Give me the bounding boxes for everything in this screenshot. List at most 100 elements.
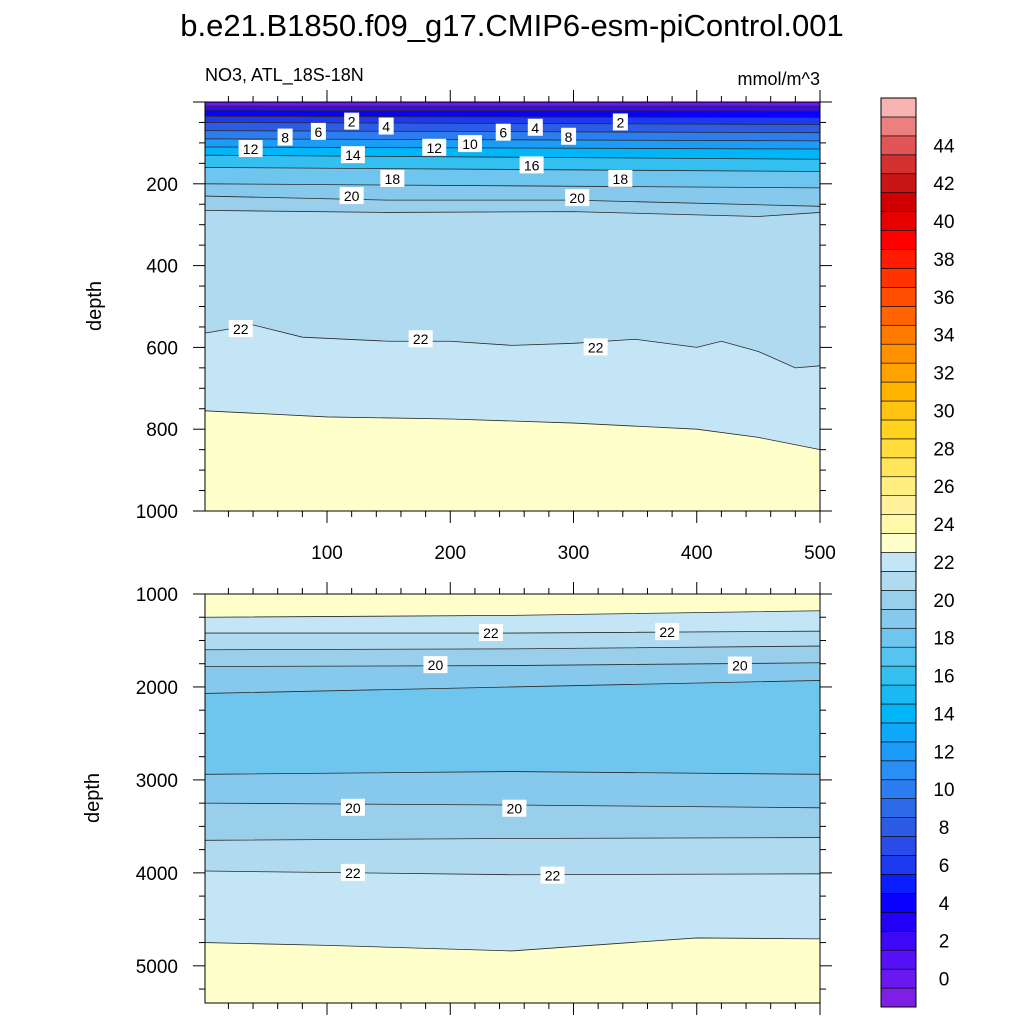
colorbar: 0246810121416182022242628303234363840424… xyxy=(880,97,955,1008)
contour-label: 22 xyxy=(545,868,561,884)
colorbar-swatch xyxy=(880,173,917,193)
y-tick-label: 3000 xyxy=(136,771,178,792)
figure-title: b.e21.B1850.f09_g17.CMIP6-esm-piControl.… xyxy=(180,8,843,43)
colorbar-swatch xyxy=(880,874,917,894)
colorbar-tick-label: 38 xyxy=(933,250,954,271)
contour-label-background xyxy=(727,656,752,674)
contour-label: 22 xyxy=(483,625,499,641)
colorbar-swatch xyxy=(880,249,917,269)
colorbar-swatch xyxy=(880,609,917,629)
contour-band-19 xyxy=(205,662,820,694)
colorbar-swatch xyxy=(880,987,917,1008)
contour-line xyxy=(204,680,821,694)
x-tick-label: 500 xyxy=(804,543,836,564)
contour-label-background xyxy=(527,118,543,136)
contour-label-background xyxy=(457,135,482,153)
colorbar-swatch xyxy=(880,343,917,364)
lower-y-axis-label: depth xyxy=(82,773,104,823)
colorbar-swatch xyxy=(880,893,917,913)
y-tick-label: 5000 xyxy=(136,957,178,978)
contour-label-background xyxy=(310,122,326,140)
colorbar-swatch xyxy=(880,457,917,478)
y-tick-label: 800 xyxy=(146,420,178,441)
contour-band-20 xyxy=(205,646,820,667)
contour-label: 20 xyxy=(569,190,585,206)
contour-label-background xyxy=(408,330,433,348)
colorbar-swatch xyxy=(880,798,917,818)
contour-line xyxy=(204,154,821,160)
colorbar-tick-label: 44 xyxy=(933,136,955,157)
colorbar-swatch xyxy=(880,211,917,231)
contour-label-background xyxy=(423,656,448,674)
contour-label-background xyxy=(519,156,544,174)
colorbar-swatch xyxy=(880,116,917,137)
contour-label-background xyxy=(340,798,365,816)
contour-label: 20 xyxy=(732,658,748,674)
colorbar-swatch xyxy=(880,135,917,156)
contour-line xyxy=(204,662,821,667)
contour-label-background xyxy=(339,187,364,205)
contour-label: 4 xyxy=(531,120,539,136)
contour-band-23 xyxy=(205,410,820,511)
contour-band-23 xyxy=(205,594,820,618)
upper-y-axis-label: depth xyxy=(84,281,106,331)
contour-line xyxy=(204,937,821,952)
y-tick-label: 400 xyxy=(146,257,178,278)
colorbar-swatch xyxy=(880,741,917,762)
contour-label: 22 xyxy=(413,331,429,347)
contour-line xyxy=(204,645,821,651)
contour-label: 20 xyxy=(344,188,360,204)
contour-line xyxy=(204,610,821,618)
colorbar-tick-label: 24 xyxy=(933,515,955,536)
colorbar-tick-label: 4 xyxy=(939,894,950,915)
lower-contour-panel: 1000 2000 3000 4000 5000 22 22 20 20 20 20 22 22 xyxy=(136,582,832,1015)
contour-label-background xyxy=(478,624,503,642)
colorbar-swatch xyxy=(880,684,917,705)
colorbar-swatch xyxy=(880,722,917,743)
colorbar-swatch xyxy=(880,192,917,212)
contour-label: 12 xyxy=(243,141,259,157)
colorbar-swatch xyxy=(880,836,917,856)
colorbar-swatch xyxy=(880,912,917,932)
contour-line xyxy=(205,630,821,634)
contour-label: 2 xyxy=(616,114,624,130)
contour-line xyxy=(204,195,821,207)
colorbar-swatch xyxy=(880,590,917,610)
variable-region-label: NO3, ATL_18S-18N xyxy=(205,65,364,86)
contour-label-background xyxy=(540,866,565,884)
colorbar-tick-label: 36 xyxy=(933,288,954,309)
contour-line xyxy=(204,138,821,142)
colorbar-swatch xyxy=(880,154,917,175)
contour-line xyxy=(204,183,821,189)
contour-band-21 xyxy=(205,210,820,368)
contour-label-background xyxy=(583,338,608,356)
contour-label-background xyxy=(277,128,293,146)
contour-line xyxy=(204,410,821,451)
contour-label-background xyxy=(565,189,590,207)
contour-band-19 xyxy=(205,771,820,808)
colorbar-swatch xyxy=(880,495,917,515)
colorbar-tick-label: 0 xyxy=(939,970,950,991)
contour-band-0 xyxy=(205,102,820,107)
contour-label: 22 xyxy=(233,321,249,337)
colorbar-tick-label: 30 xyxy=(933,401,954,422)
y-tick-label: 1000 xyxy=(136,502,178,523)
colorbar-swatch xyxy=(880,476,917,496)
colorbar-tick-label: 18 xyxy=(933,629,954,650)
contour-label: 20 xyxy=(507,801,523,817)
colorbar-swatch xyxy=(880,419,917,440)
contour-label: 18 xyxy=(613,171,629,187)
colorbar-swatch xyxy=(880,97,917,118)
colorbar-swatch xyxy=(880,760,917,781)
contour-line xyxy=(204,324,821,369)
contour-line xyxy=(204,167,821,172)
contour-label: 16 xyxy=(524,157,540,173)
colorbar-swatch xyxy=(880,514,917,534)
colorbar-tick-label: 32 xyxy=(933,364,954,385)
colorbar-swatch xyxy=(880,533,917,553)
plot-frame xyxy=(204,593,821,1004)
contour-label: 22 xyxy=(588,339,604,355)
contour-line xyxy=(204,109,821,112)
x-tick-label: 300 xyxy=(558,543,590,564)
colorbar-tick-label: 42 xyxy=(933,174,954,195)
